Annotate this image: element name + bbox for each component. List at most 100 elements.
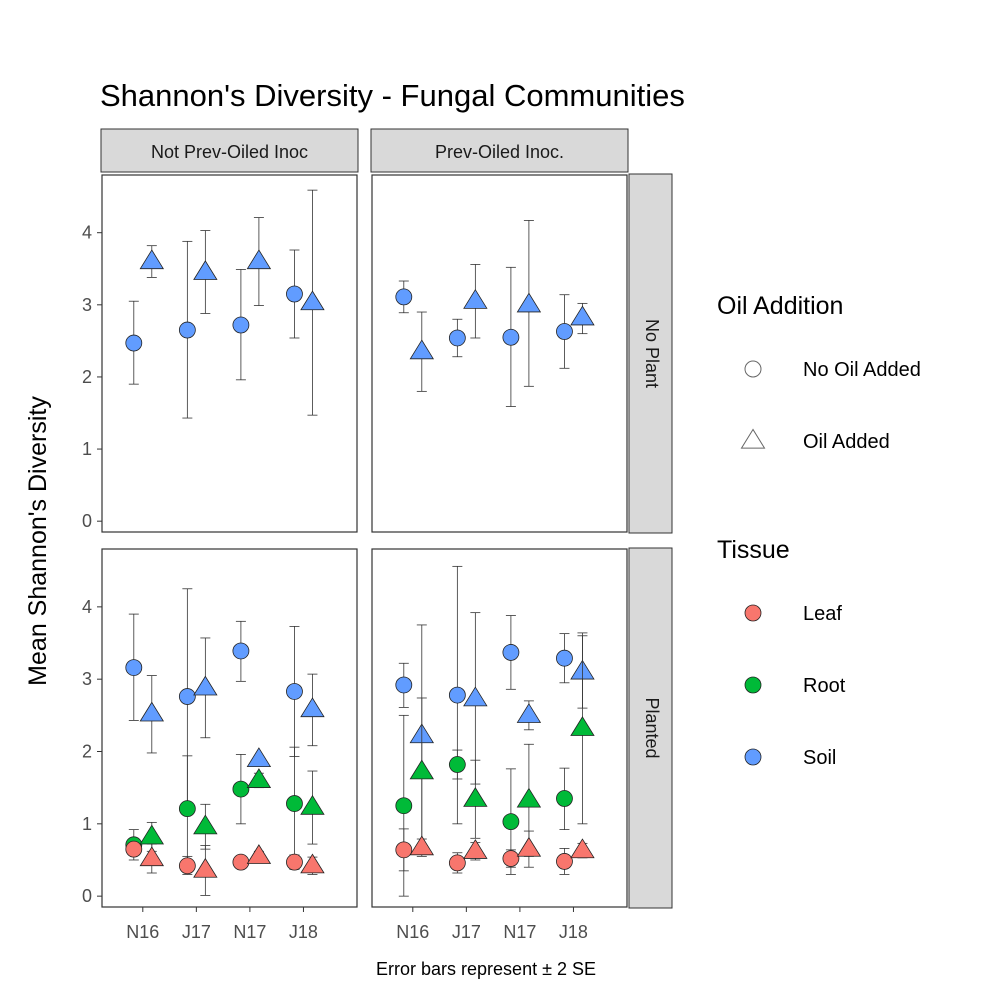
triangle-marker — [193, 260, 218, 280]
x-tick-label: J17 — [452, 922, 481, 942]
data-point-group — [178, 240, 196, 419]
data-point-group — [300, 853, 325, 875]
data-point-group — [125, 300, 143, 385]
data-point-group — [246, 217, 272, 306]
legend: Oil Addition No Oil Added Oil Added Tissue L… — [717, 292, 921, 769]
panels: Not Prev-Oiled Inoc Prev-Oiled Inoc. No Pl… — [82, 128, 673, 942]
data-point-group — [193, 637, 218, 739]
circle-marker — [395, 676, 413, 694]
data-point-group — [395, 828, 413, 872]
data-point-group — [395, 280, 413, 314]
y-tick-label: 3 — [82, 669, 92, 689]
data-point-group — [463, 839, 488, 861]
triangle-marker — [409, 759, 435, 780]
data-point-group — [448, 565, 466, 825]
triangle-marker — [193, 675, 218, 696]
circle-marker — [395, 841, 413, 859]
data-point-group — [178, 755, 196, 862]
data-point-group — [516, 830, 542, 868]
legend-triangle-key — [740, 428, 766, 449]
y-tick-label: 1 — [82, 814, 92, 834]
triangle-marker — [409, 835, 435, 856]
circle-marker — [232, 853, 250, 871]
circle-marker — [448, 854, 466, 872]
panel-border — [101, 174, 358, 533]
data-point-group — [300, 189, 325, 416]
triangle-marker — [246, 844, 272, 864]
circle-marker — [286, 285, 303, 303]
triangle-marker — [300, 794, 325, 815]
data-point-group — [125, 613, 143, 721]
circle-marker — [556, 790, 573, 807]
circle-marker — [125, 659, 143, 677]
y-axis-title: Mean Shannon's Diversity — [24, 396, 52, 686]
circle-marker — [232, 316, 250, 334]
circle-marker — [556, 649, 573, 667]
data-point-group — [502, 849, 520, 868]
x-tick-label: J18 — [289, 922, 318, 942]
triangle-marker — [139, 701, 165, 722]
circle-marker — [232, 642, 250, 660]
data-point-group — [570, 632, 595, 825]
data-point-group — [570, 302, 595, 335]
triangle-marker — [409, 339, 435, 360]
data-point-group — [516, 220, 542, 387]
facet-strip-col-0 — [100, 128, 359, 173]
triangle-marker — [139, 846, 165, 867]
circle-marker — [178, 688, 196, 705]
circle-marker — [286, 683, 303, 700]
circle-marker — [502, 850, 520, 867]
x-tick-label: N16 — [396, 922, 429, 942]
y-tick-label: 4 — [82, 223, 92, 243]
circle-marker — [125, 840, 143, 858]
panel-border — [371, 174, 628, 533]
x-tick-label: N17 — [503, 922, 536, 942]
triangle-marker — [516, 292, 542, 313]
triangle-marker — [516, 703, 542, 723]
data-point-group — [448, 749, 466, 780]
circle-marker — [178, 857, 196, 875]
circle-marker — [286, 795, 303, 812]
data-point-group — [556, 767, 573, 831]
triangle-marker — [516, 836, 542, 857]
triangle-marker — [570, 305, 595, 326]
data-point-group — [463, 264, 488, 339]
circle-marker — [395, 288, 413, 306]
circle-marker — [502, 644, 520, 661]
legend-tissue-label: Soil — [803, 747, 836, 769]
triangle-marker — [193, 814, 218, 835]
data-point-group — [193, 803, 218, 850]
data-point-group — [232, 753, 250, 825]
chart-title: Shannon's Diversity - Fungal Communities — [100, 78, 685, 113]
legend-tissue-key — [744, 748, 762, 766]
circle-marker — [286, 853, 303, 871]
data-point-group — [193, 230, 218, 314]
circle-marker — [448, 756, 466, 773]
panel-border — [371, 548, 628, 908]
panel-border — [101, 548, 358, 908]
y-tick-label: 3 — [82, 295, 92, 315]
legend-circle-key — [744, 360, 762, 378]
circle-marker — [232, 780, 250, 798]
data-point-group — [395, 662, 413, 708]
circle-marker — [178, 321, 196, 339]
circle-marker — [395, 797, 413, 815]
x-tick-label: N16 — [126, 922, 159, 942]
facet-strip-row-label: No Plant — [642, 319, 662, 388]
legend-oil-label: No Oil Added — [803, 359, 921, 381]
data-points — [125, 189, 595, 897]
x-tick-label: J18 — [559, 922, 588, 942]
data-point-group — [286, 625, 303, 757]
triangle-marker — [193, 857, 218, 878]
triangle-marker — [300, 290, 325, 311]
y-tick-label: 1 — [82, 439, 92, 459]
data-point-group — [246, 844, 272, 864]
data-point-group — [570, 838, 595, 859]
triangle-marker — [300, 853, 325, 874]
triangle-marker — [570, 716, 595, 736]
legend-tissue-label: Root — [803, 675, 846, 697]
data-point-group — [502, 615, 520, 690]
data-point-group — [286, 249, 303, 339]
circle-marker — [556, 853, 573, 870]
triangle-marker — [463, 839, 488, 859]
